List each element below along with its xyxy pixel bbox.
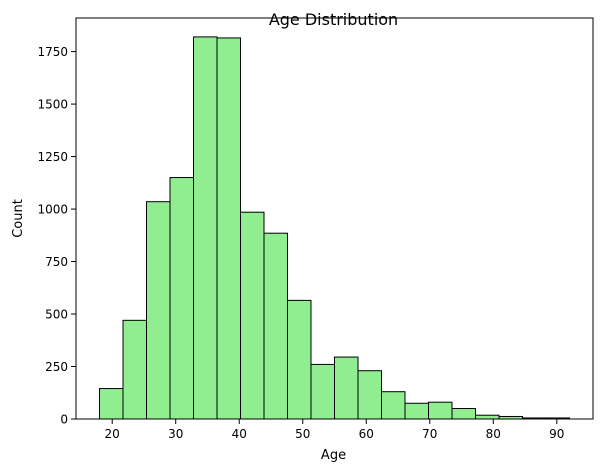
histogram-bar bbox=[381, 391, 406, 420]
y-tick-label: 1000 bbox=[37, 203, 68, 217]
histogram-bar bbox=[334, 356, 359, 420]
histogram-bar bbox=[240, 211, 265, 420]
y-tick-label: 250 bbox=[45, 360, 68, 374]
bars bbox=[99, 36, 570, 420]
histogram-bar bbox=[287, 299, 312, 420]
y-axis-label: Count bbox=[11, 199, 26, 238]
x-axis-ticks: 20 30 40 50 60 70 80 90 bbox=[105, 419, 564, 441]
histogram-bar bbox=[99, 388, 124, 420]
x-tick-label: 50 bbox=[295, 427, 310, 441]
histogram-bar bbox=[193, 36, 218, 420]
histogram-bar bbox=[357, 370, 382, 420]
histogram-bar bbox=[428, 401, 453, 420]
x-axis-label: Age bbox=[321, 448, 346, 463]
plot-frame bbox=[75, 17, 594, 420]
y-tick-label: 0 bbox=[60, 413, 68, 427]
histogram-bar bbox=[475, 414, 500, 420]
y-tick-label: 1750 bbox=[37, 45, 68, 59]
histogram-bar bbox=[404, 402, 429, 420]
x-tick-label: 90 bbox=[549, 427, 564, 441]
y-tick-label: 500 bbox=[45, 308, 68, 322]
histogram-bar bbox=[122, 319, 147, 420]
x-tick-label: 60 bbox=[359, 427, 374, 441]
x-tick-label: 30 bbox=[168, 427, 183, 441]
y-axis-ticks: 0 250 500 750 1000 1250 1500 1750 bbox=[37, 45, 76, 427]
histogram-bar bbox=[169, 177, 194, 420]
x-tick-label: 70 bbox=[422, 427, 437, 441]
histogram-bar bbox=[146, 201, 171, 420]
y-tick-label: 1250 bbox=[37, 150, 68, 164]
chart-title: Age Distribution bbox=[269, 10, 398, 29]
histogram-bar bbox=[310, 363, 335, 420]
x-tick-label: 40 bbox=[232, 427, 247, 441]
histogram-bar bbox=[263, 232, 288, 420]
histogram-bar bbox=[451, 408, 476, 420]
x-tick-label: 20 bbox=[105, 427, 120, 441]
histogram-bar bbox=[216, 37, 241, 420]
y-tick-label: 750 bbox=[45, 255, 68, 269]
x-tick-label: 80 bbox=[486, 427, 501, 441]
y-tick-label: 1500 bbox=[37, 98, 68, 112]
